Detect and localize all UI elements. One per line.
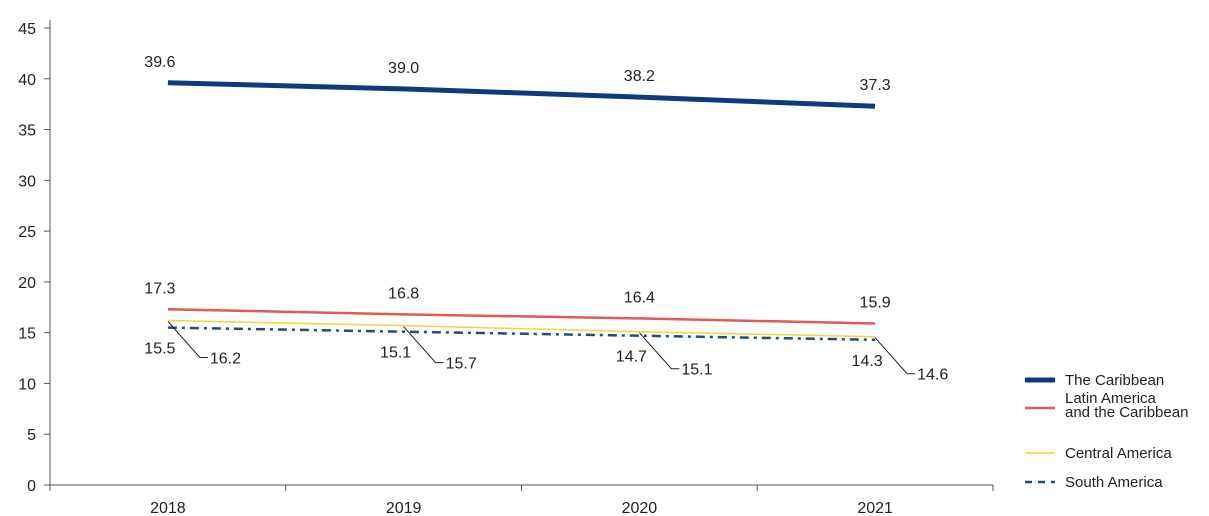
data-label: 15.5 [144, 341, 175, 358]
y-tick-label: 40 [18, 72, 36, 89]
data-label: 15.9 [860, 295, 891, 312]
y-tick-label: 30 [18, 173, 36, 190]
y-tick-label: 20 [18, 275, 36, 292]
x-tick-label: 2021 [857, 500, 893, 516]
chart-data-labels: 39.6 39.0 38.2 37.3 17.3 16.8 16.4 15.9 15.5 15.1… [144, 54, 948, 384]
legend-label: Central America [1065, 445, 1172, 462]
data-label: 15.1 [380, 345, 411, 362]
data-label: 39.6 [144, 54, 175, 71]
data-label: 14.6 [917, 367, 948, 384]
y-tick-label: 5 [27, 427, 36, 444]
y-tick-label: 45 [18, 21, 36, 38]
data-label: 15.7 [446, 356, 477, 373]
data-label: 16.8 [388, 285, 419, 302]
data-label: 37.3 [860, 77, 891, 94]
y-tick-label: 35 [18, 123, 36, 140]
y-tick-label: 25 [18, 224, 36, 241]
leader-line [403, 326, 444, 364]
x-tick-label: 2019 [386, 500, 422, 516]
legend-label-line: Latin America [1065, 390, 1157, 407]
y-tick-label: 0 [27, 478, 36, 495]
y-tick-label: 10 [18, 376, 36, 393]
x-tick-label: 2020 [622, 500, 658, 516]
leader-line [874, 337, 916, 375]
leader-line [639, 332, 680, 370]
series-line-central-america [167, 319, 876, 338]
legend-label-line: and the Caribbean [1065, 404, 1188, 421]
series-line-south-america [167, 326, 876, 342]
legend-label: The Caribbean [1065, 372, 1164, 389]
data-label: 39.0 [388, 60, 419, 77]
leader-line [167, 321, 208, 358]
chart-series-lines [167, 80, 876, 342]
legend-label: Latin America and the Caribbean [1065, 390, 1188, 421]
data-label: 14.7 [616, 349, 647, 366]
data-label: 16.2 [210, 350, 241, 367]
series-line-latin-america-and-the-caribbean [167, 308, 876, 325]
data-label: 38.2 [624, 68, 655, 85]
data-label: 17.3 [144, 280, 175, 297]
series-line-the-caribbean [167, 80, 876, 109]
chart-axes: 0 5 10 15 20 25 30 35 40 45 2018 2019 2020 2021 [18, 20, 994, 516]
data-label: 16.4 [624, 289, 655, 306]
y-tick-label: 15 [18, 326, 36, 343]
data-label: 15.1 [681, 362, 712, 379]
x-tick-label: 2018 [150, 500, 186, 516]
legend-label: South America [1065, 474, 1163, 491]
data-label: 14.3 [852, 353, 883, 370]
